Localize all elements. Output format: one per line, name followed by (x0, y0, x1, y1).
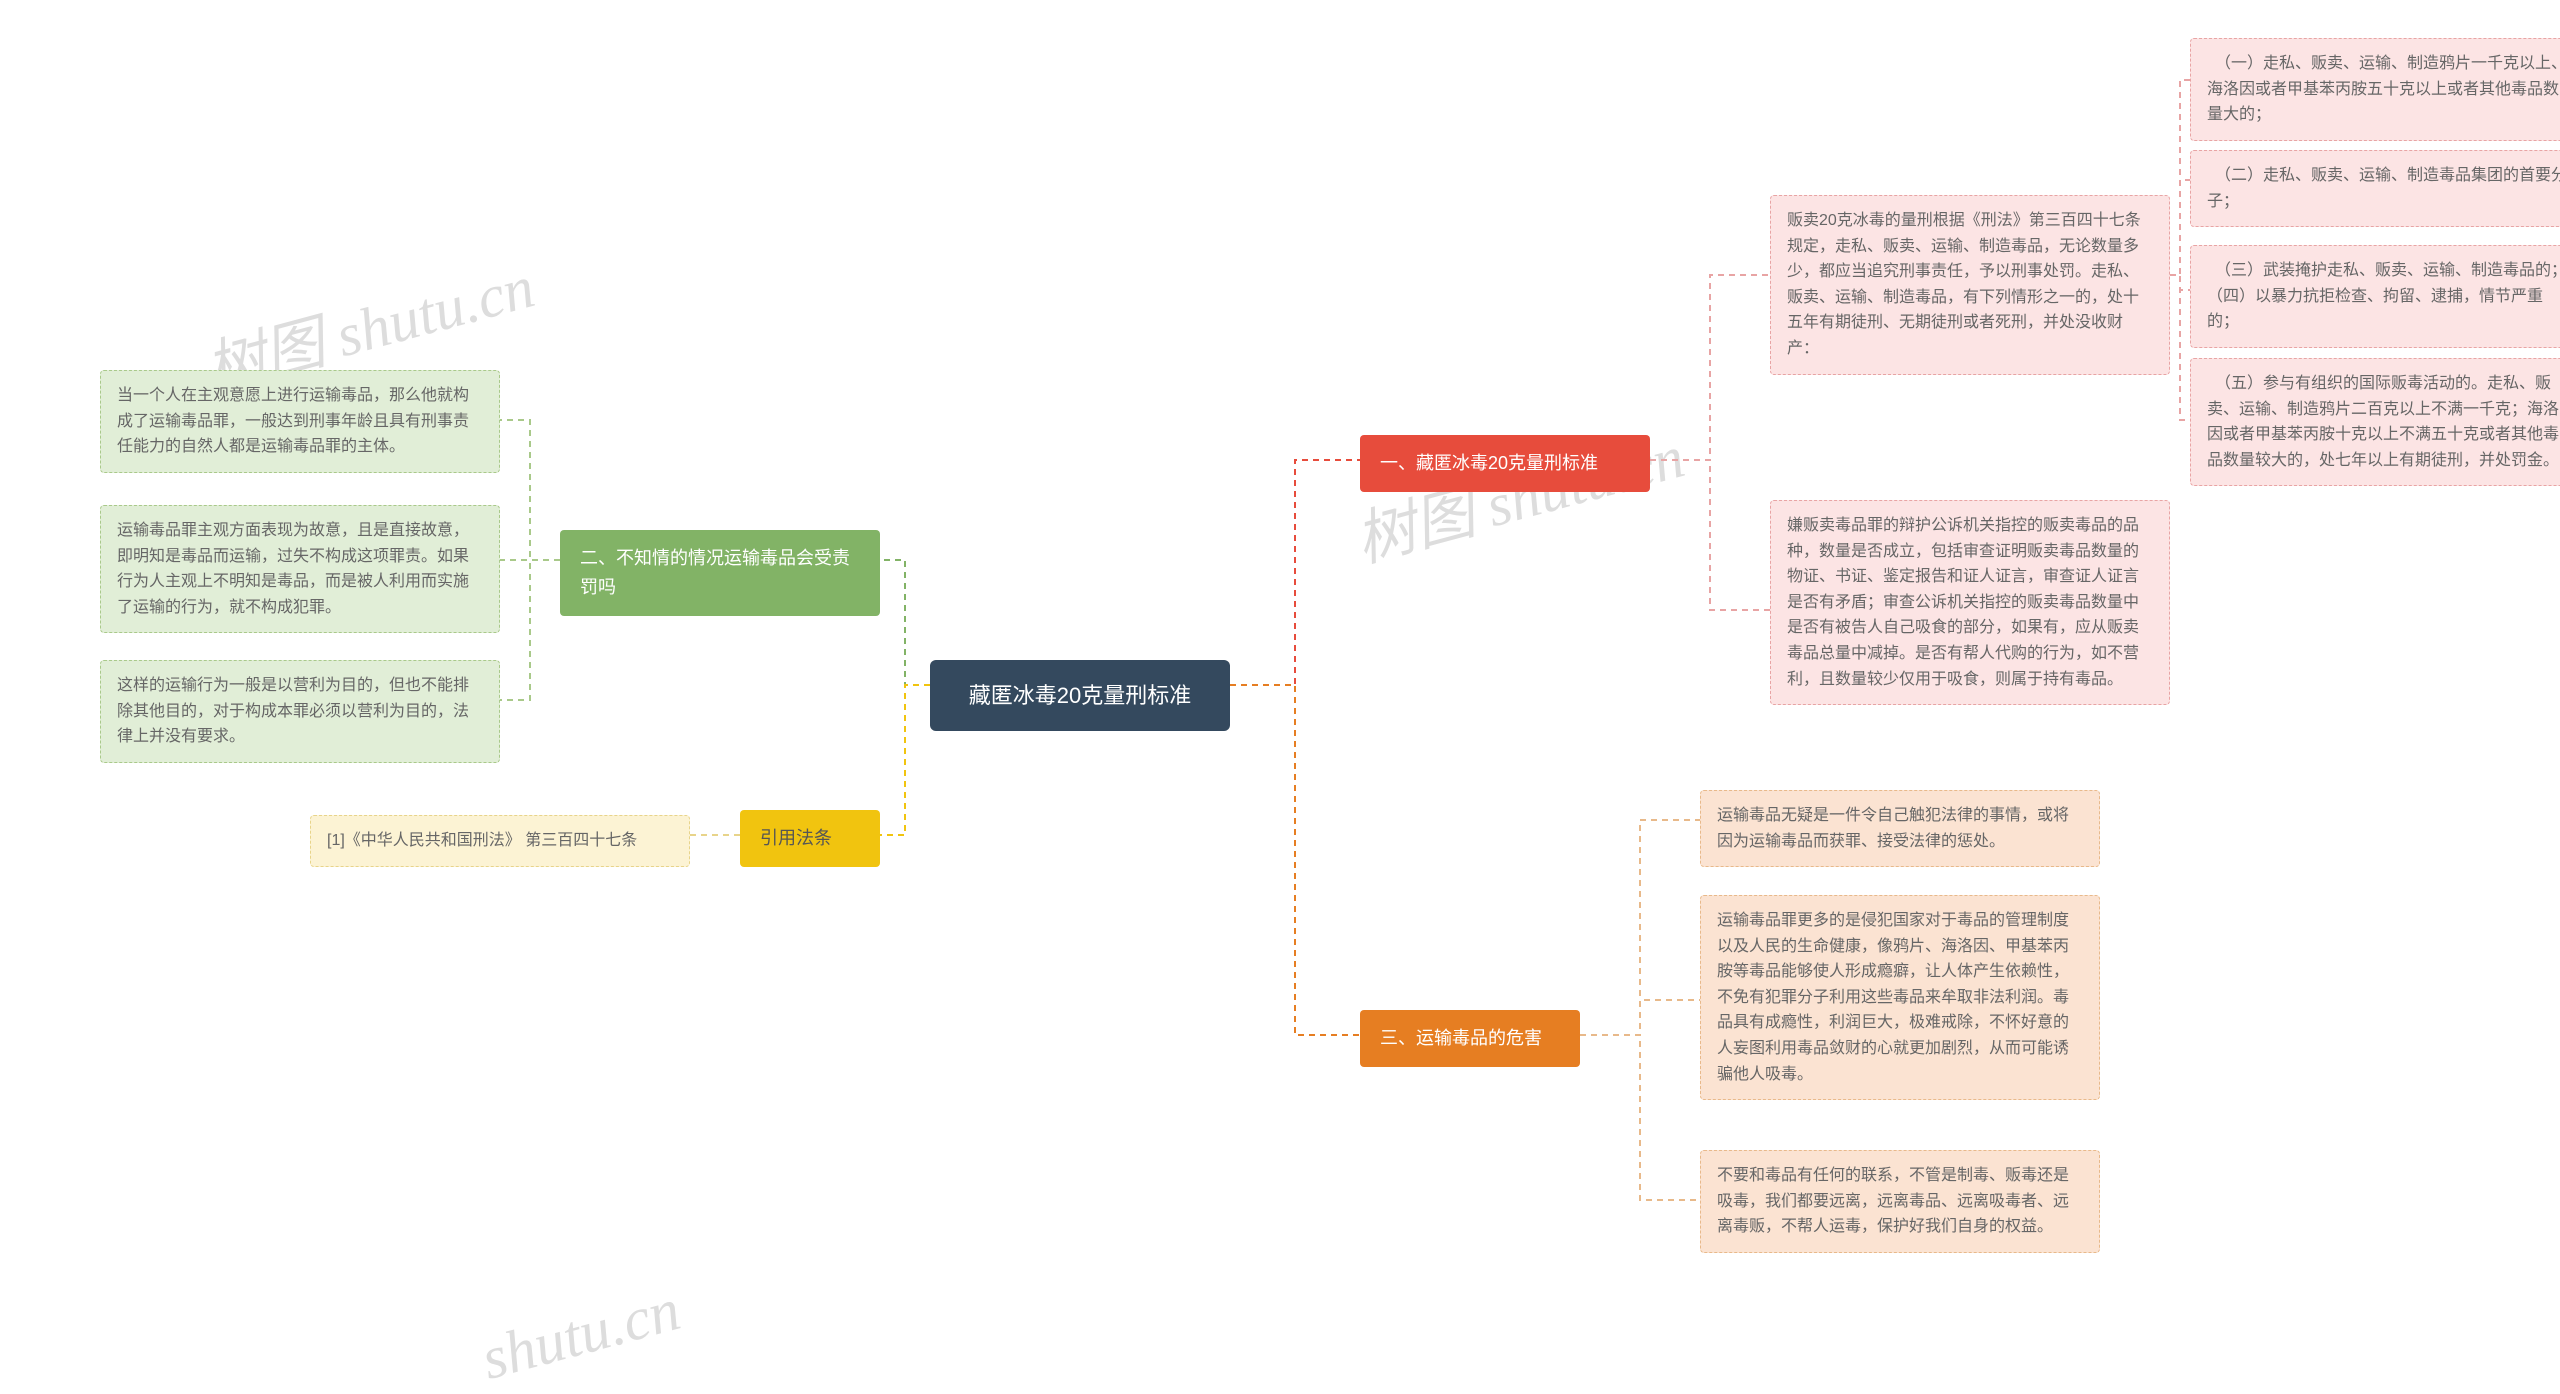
root-node[interactable]: 藏匿冰毒20克量刑标准 (930, 660, 1230, 731)
branch-2[interactable]: 二、不知情的情况运输毒品会受责罚吗 (560, 530, 880, 616)
branch-4[interactable]: 引用法条 (740, 810, 880, 867)
leaf-3c[interactable]: 不要和毒品有任何的联系，不管是制毒、贩毒还是吸毒，我们都要远离，远离毒品、远离吸… (1700, 1150, 2100, 1253)
leaf-1a4[interactable]: （五）参与有组织的国际贩毒活动的。走私、贩卖、运输、制造鸦片二百克以上不满一千克… (2190, 358, 2560, 486)
leaf-1a1[interactable]: （一）走私、贩卖、运输、制造鸦片一千克以上、海洛因或者甲基苯丙胺五十克以上或者其… (2190, 38, 2560, 141)
leaf-2c[interactable]: 这样的运输行为一般是以营利为目的，但也不能排除其他目的，对于构成本罪必须以营利为… (100, 660, 500, 763)
leaf-3b[interactable]: 运输毒品罪更多的是侵犯国家对于毒品的管理制度以及人民的生命健康，像鸦片、海洛因、… (1700, 895, 2100, 1100)
leaf-2a[interactable]: 当一个人在主观意愿上进行运输毒品，那么他就构成了运输毒品罪，一般达到刑事年龄且具… (100, 370, 500, 473)
leaf-2b[interactable]: 运输毒品罪主观方面表现为故意，且是直接故意，即明知是毒品而运输，过失不构成这项罪… (100, 505, 500, 633)
branch-3[interactable]: 三、运输毒品的危害 (1360, 1010, 1580, 1067)
watermark: shutu.cn (475, 1275, 688, 1394)
leaf-1a3[interactable]: （三）武装掩护走私、贩卖、运输、制造毒品的；（四）以暴力抗拒检查、拘留、逮捕，情… (2190, 245, 2560, 348)
leaf-1a2[interactable]: （二）走私、贩卖、运输、制造毒品集团的首要分子； (2190, 150, 2560, 227)
leaf-1b[interactable]: 嫌贩卖毒品罪的辩护公诉机关指控的贩卖毒品的品种，数量是否成立，包括审查证明贩卖毒… (1770, 500, 2170, 705)
watermark: 树图 shutu.cn (1344, 408, 1692, 579)
leaf-3a[interactable]: 运输毒品无疑是一件令自己触犯法律的事情，或将因为运输毒品而获罪、接受法律的惩处。 (1700, 790, 2100, 867)
leaf-1a[interactable]: 贩卖20克冰毒的量刑根据《刑法》第三百四十七条规定，走私、贩卖、运输、制造毒品，… (1770, 195, 2170, 375)
leaf-4a[interactable]: [1]《中华人民共和国刑法》 第三百四十七条 (310, 815, 690, 867)
branch-1[interactable]: 一、藏匿冰毒20克量刑标准 (1360, 435, 1650, 492)
